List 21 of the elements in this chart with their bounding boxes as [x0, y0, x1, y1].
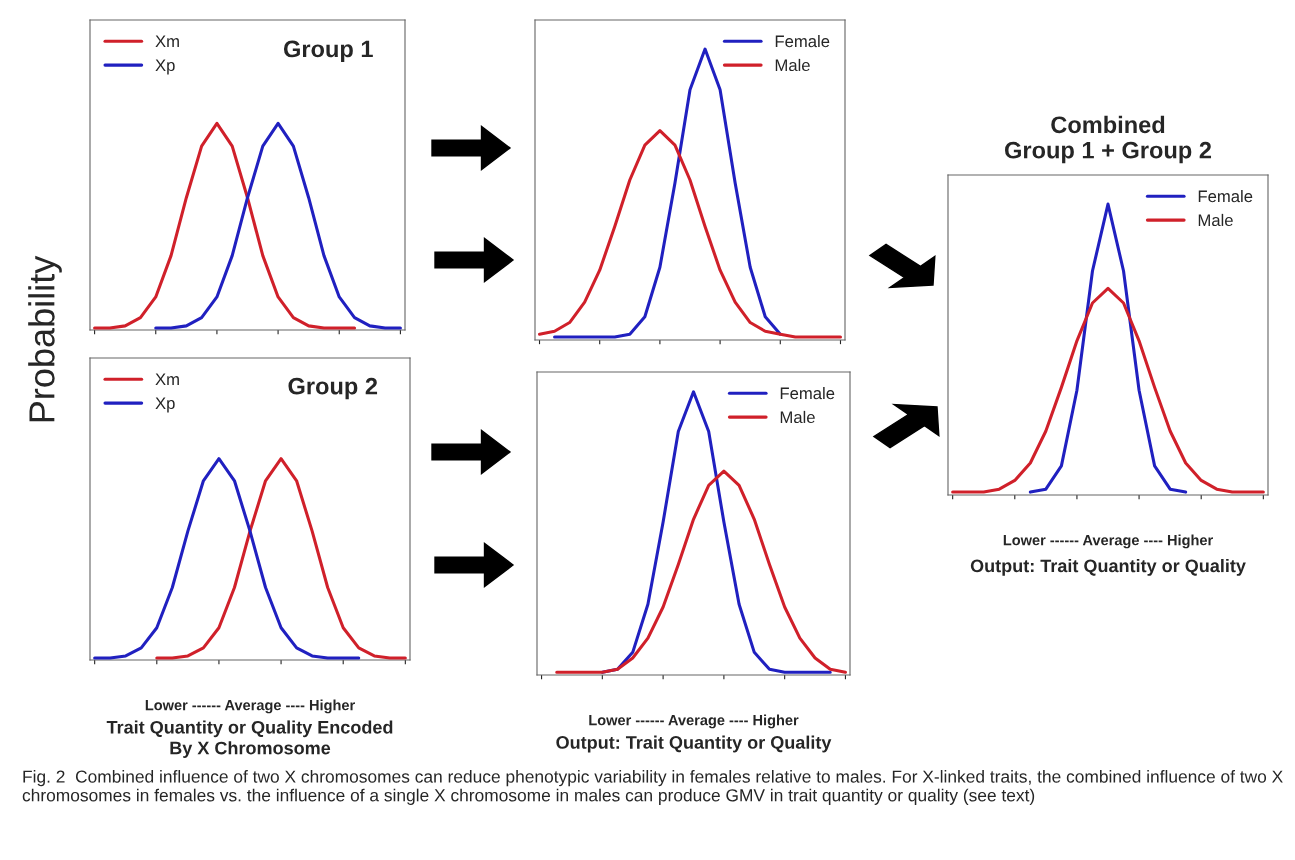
- legend-label: Xp: [155, 397, 175, 413]
- caption: Fig. 2 Combined influence of two X chromosomes can reduce phenotypic variability in females relative to males. For X-linked traits, the combined influence of two X chromosomes in females vs. the influence of a single X chromosome in males can produce GMV in trait quantity or quality (see text): [22, 770, 1283, 805]
- legend-label: Xm: [155, 35, 179, 48]
- legend-label: Male: [780, 410, 815, 424]
- x-axis-title: Lower ------ Average ---- Higher: [1003, 534, 1213, 549]
- legend-label: Female: [1198, 190, 1253, 203]
- chart-title: Group 1: [283, 40, 373, 62]
- x-axis-title: Lower ------ Average ---- Higher: [145, 699, 355, 714]
- chart-title: Combined Group 1 + Group 2: [1005, 115, 1212, 164]
- legend-label: Xp: [155, 59, 175, 75]
- legend-label: Female: [775, 35, 830, 48]
- x-axis-title: Lower ------ Average ---- Higher: [589, 714, 799, 729]
- legend-label: Xm: [155, 373, 179, 386]
- legend-label: Male: [775, 58, 810, 72]
- chart-title: Group 2: [288, 377, 378, 400]
- legend-label: Female: [780, 387, 835, 400]
- text: Output: Trait Quantity or Quality: [556, 735, 832, 753]
- text: Output: Trait Quantity or Quality: [970, 559, 1246, 576]
- legend-label: Male: [1198, 213, 1233, 227]
- text: Trait Quantity or Quality Encoded By X Chromosome: [106, 720, 393, 758]
- y-axis-title: Probability: [28, 255, 62, 422]
